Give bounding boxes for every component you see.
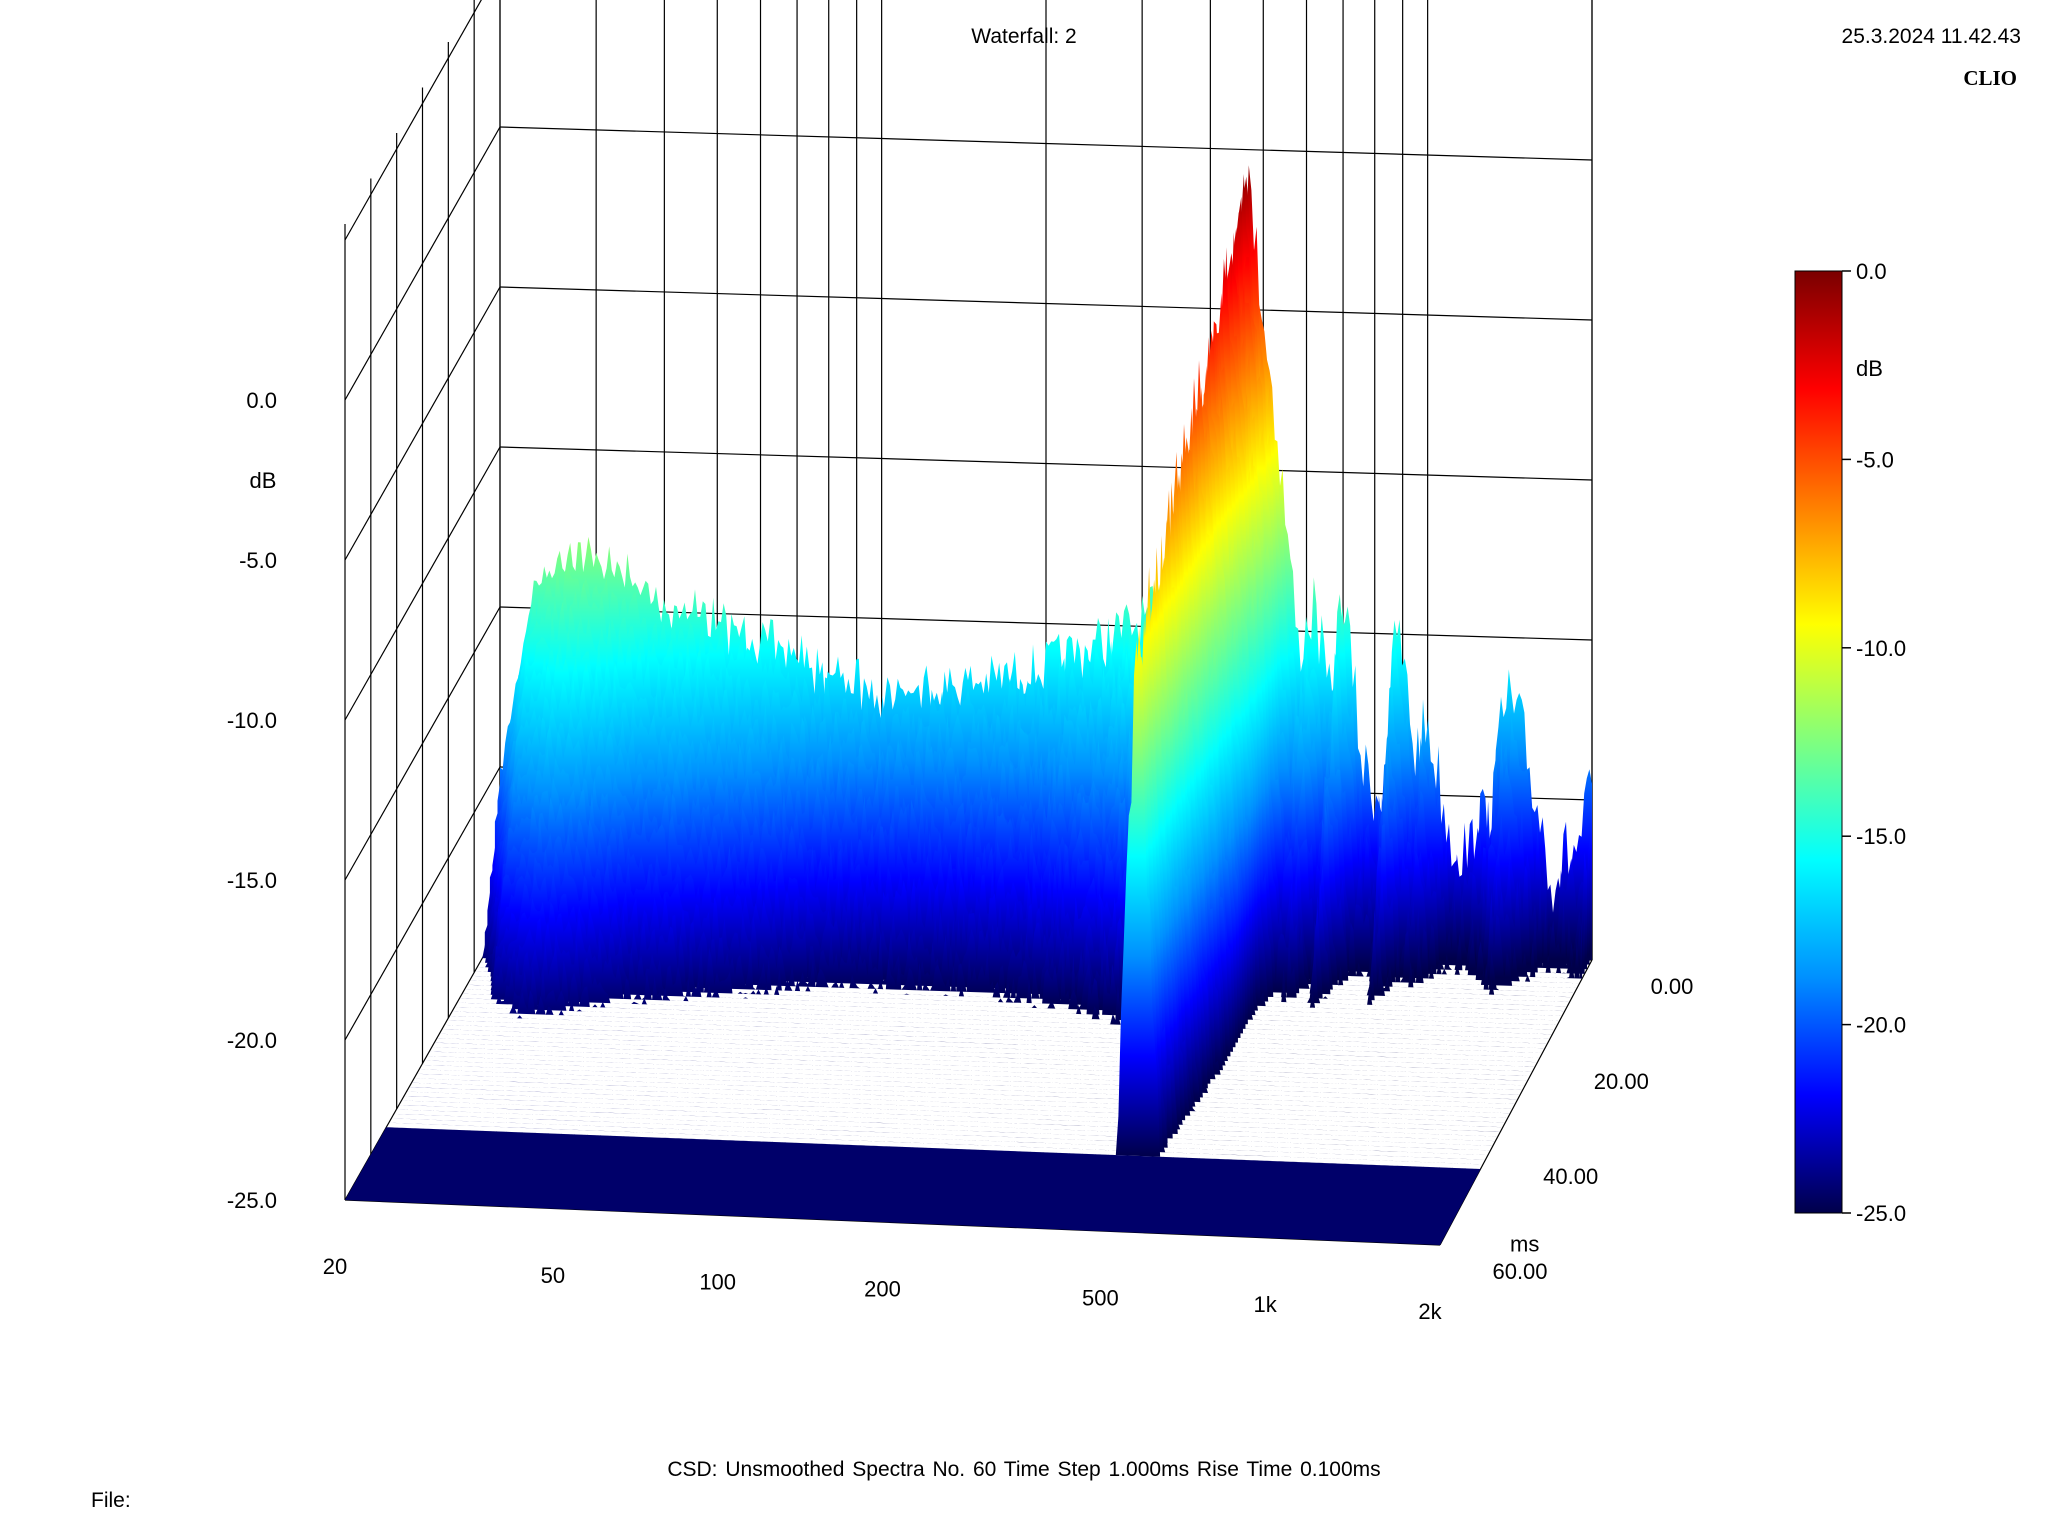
file-label: File: [91,1489,131,1512]
colorbar-gradient [1794,270,1843,1214]
back-wall-db-line [499,446,1593,481]
colorbar-tick-label: 0.0 [1856,259,1887,284]
y-tick-label: -25.0 [227,1188,277,1213]
y-tick-label: 0.0 [246,388,277,413]
z-axis-unit: ms [1510,1231,1539,1256]
waterfall-slice [459,337,1553,1035]
y-tick-label: -10.0 [227,708,277,733]
back-wall-db-line [499,286,1593,321]
waterfall-slice [487,227,1580,984]
y-tick-label: -5.0 [239,548,277,573]
colorbar-tick-label: -25.0 [1856,1201,1906,1226]
colorbar-tick-label: -10.0 [1856,636,1906,661]
y-tick-label: -20.0 [227,1028,277,1053]
z-tick-label: 40.00 [1543,1164,1598,1189]
x-tick-label: 500 [1082,1285,1119,1310]
z-tick-label: 60.00 [1492,1259,1547,1284]
floor-right-edge [1439,959,1593,1246]
axis-labels: 0.0 -5.0 -10.0 -15.0 -20.0 -25.0 dB 20 50 100 200 5… [227,388,1694,1324]
brand-logo: CLIO [1963,66,2017,90]
x-tick-label: 200 [864,1277,901,1302]
measurement-settings: CSD: Unsmoothed Spectra No. 60 Time Step… [667,1458,1381,1481]
waterfall-slice [489,211,1583,979]
colorbar-tick-label: -5.0 [1856,447,1894,472]
z-tick-label: 0.00 [1651,974,1694,999]
chart-title: Waterfall: 2 [971,25,1077,48]
x-tick-label: 50 [541,1263,565,1288]
color-scale-bar: 0.0 -5.0 -10.0 -15.0 -20.0 -25.0 dB [1794,259,1906,1226]
timestamp: 25.3.2024 11.42.43 [1841,25,2021,48]
floor-tail [345,1127,1481,1245]
colorbar-unit: dB [1856,356,1883,381]
x-tick-label: 2k [1418,1299,1442,1324]
x-tick-label: 100 [699,1270,736,1295]
z-tick-label: 20.00 [1594,1069,1649,1094]
x-tick-label: 20 [323,1254,347,1279]
back-wall-db-line [499,126,1593,161]
waterfall-surface [345,165,1592,1245]
colorbar-tick-label: -20.0 [1856,1013,1906,1038]
y-tick-label: -15.0 [227,868,277,893]
colorbar-tick-label: -15.0 [1856,824,1906,849]
waterfall-slice [462,330,1555,1030]
y-axis-unit: dB [250,468,277,493]
x-tick-label: 1k [1254,1292,1278,1317]
